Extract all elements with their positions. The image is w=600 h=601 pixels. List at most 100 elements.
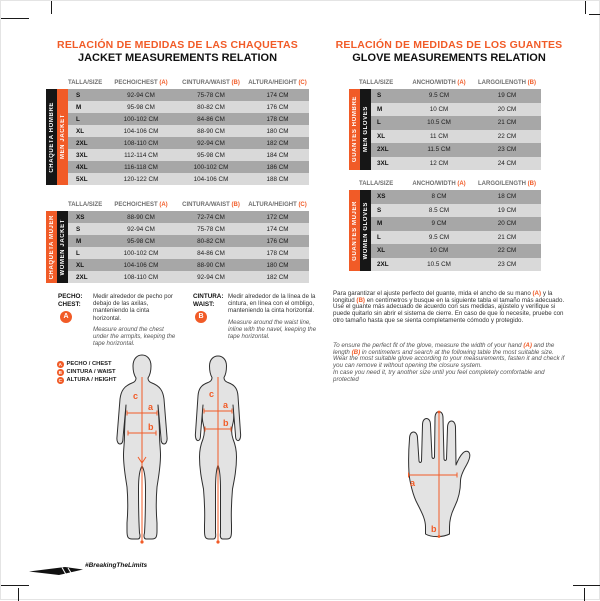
table-row: XS 8 CM 18 CM xyxy=(371,190,541,204)
cell-width: 10 CM xyxy=(429,247,449,255)
cell-length: 24 CM xyxy=(497,159,517,167)
cell-size: 2XL xyxy=(377,146,389,154)
cell-size: S xyxy=(76,225,81,233)
cell-chest: 100-102 CM xyxy=(123,115,159,123)
table-row: 3XL 12 CM 24 CM xyxy=(371,156,541,170)
cell-waist: 80-82 CM xyxy=(197,103,225,111)
male-label-b: b xyxy=(148,422,154,432)
table-row: XL 104-106 CM 88-90 CM 180 CM xyxy=(68,125,309,137)
cell-size: 4XL xyxy=(76,163,88,171)
cell-width: 9 CM xyxy=(431,220,447,228)
women-jacket-label-en-strip: WOMEN JACKET xyxy=(57,211,68,283)
cell-length: 20 CM xyxy=(497,105,517,113)
female-label-a: a xyxy=(223,400,229,410)
cell-chest: 112-114 CM xyxy=(124,151,158,159)
glove-section: RELACIÓN DE MEDIDAS DE LOS GUANTES GLOVE… xyxy=(333,39,565,271)
crop-mark xyxy=(1,585,29,586)
table-header-row: TALLA/SIZE ANCHO/WIDTH (A) LARGO/LENGTH … xyxy=(359,76,541,89)
table-row: L 10.5 CM 21 CM xyxy=(371,116,541,130)
table-row: L 100-102 CM 84-86 CM 178 CM xyxy=(68,113,309,125)
cell-size: 2XL xyxy=(377,260,389,268)
cell-chest: 108-110 CM xyxy=(123,273,159,281)
cell-width: 11.5 CM xyxy=(427,146,451,154)
table-row: 2XL 10.5 CM 23 CM xyxy=(371,257,541,271)
cell-size: L xyxy=(76,249,80,257)
cell-height: 178 CM xyxy=(266,115,289,123)
male-body-diagram: c a b xyxy=(107,353,177,554)
chest-note-label: PECHO: CHEST: A xyxy=(58,293,88,347)
cell-height: 176 CM xyxy=(266,237,289,245)
female-label-c: c xyxy=(209,389,214,399)
cell-waist: 80-82 CM xyxy=(197,237,225,245)
cell-height: 180 CM xyxy=(266,261,289,269)
male-label-c: c xyxy=(133,391,138,401)
cell-waist: 88-90 CM xyxy=(197,261,225,269)
cell-size: XL xyxy=(76,261,85,269)
men-jacket-table: TALLA/SIZE PECHO/CHEST (A) CINTURA/WAIST… xyxy=(46,76,309,185)
cell-waist: 72-74 CM xyxy=(197,213,225,221)
women-gloves-table: TALLA/SIZE ANCHO/WIDTH (A) LARGO/LENGTH … xyxy=(349,177,541,271)
legend-row: B CINTURA / WAIST xyxy=(57,369,116,376)
female-body-diagram: c a b xyxy=(185,353,251,554)
cell-height: 186 CM xyxy=(266,163,289,171)
cell-chest: 116-118 CM xyxy=(124,163,158,171)
jacket-title-en: JACKET MEASUREMENTS RELATION xyxy=(77,52,278,64)
cell-waist: 100-102 CM xyxy=(193,163,229,171)
cell-height: 182 CM xyxy=(266,273,289,281)
cell-size: XS xyxy=(377,193,386,201)
marker-b-badge: B xyxy=(195,311,207,324)
cell-size: L xyxy=(76,115,80,123)
table-header-row: TALLA/SIZE PECHO/CHEST (A) CINTURA/WAIST… xyxy=(68,76,309,89)
legend-c-badge: C xyxy=(57,377,64,384)
waist-note-text: Medir alrededor de la línea de la cintur… xyxy=(228,293,317,340)
glove-title-es: RELACIÓN DE MEDIDAS DE LOS GUANTES xyxy=(335,39,563,51)
women-gloves-label-en-strip: WOMEN GLOVES xyxy=(360,190,371,271)
cell-waist: 92-94 CM xyxy=(197,139,225,147)
legend-row: C ALTURA / HEIGHT xyxy=(57,377,117,384)
chest-note: PECHO: CHEST: A Medir alrededor de pecho… xyxy=(58,293,179,347)
table-row: XL 104-106 CM 88-90 CM 180 CM xyxy=(68,259,309,271)
cell-waist: 84-86 CM xyxy=(197,115,225,123)
table-row: M 95-98 CM 80-82 CM 176 CM xyxy=(68,101,309,113)
table-header-row: TALLA/SIZE ANCHO/WIDTH (A) LARGO/LENGTH … xyxy=(359,177,541,190)
table-row: 3XL 112-114 CM 95-98 CM 184 CM xyxy=(68,149,309,161)
women-gloves-rows: XS 8 CM 18 CM S 8.5 CM 19 CM M xyxy=(371,190,541,271)
table-row: L 9.5 CM 21 CM xyxy=(371,230,541,244)
cell-height: 182 CM xyxy=(266,139,289,147)
cell-length: 22 CM xyxy=(497,132,517,140)
cell-size: 3XL xyxy=(76,151,88,159)
cell-width: 8.5 CM xyxy=(428,206,450,214)
men-jacket-rows: S 92-94 CM 75-78 CM 174 CM M 95-98 CM 80… xyxy=(68,89,309,185)
header-waist: CINTURA/WAIST (B) xyxy=(182,201,240,208)
male-label-a: a xyxy=(148,402,154,412)
cell-width: 9.5 CM xyxy=(428,92,450,100)
men-gloves-label-es-strip: GUANTES HOMBRE xyxy=(349,89,360,170)
cell-waist: 104-106 CM xyxy=(193,175,229,183)
table-row: S 9.5 CM 19 CM xyxy=(371,89,541,103)
glove-title-en: GLOVE MEASUREMENTS RELATION xyxy=(352,52,546,64)
header-width: ANCHO/WIDTH (A) xyxy=(412,79,466,86)
women-jacket-table: TALLA/SIZE PECHO/CHEST (A) CINTURA/WAIST… xyxy=(46,198,309,283)
cell-size: M xyxy=(377,220,383,228)
cell-chest: 104-106 CM xyxy=(123,127,159,135)
cell-height: 174 CM xyxy=(266,225,289,233)
jacket-section: RELACIÓN DE MEDIDAS DE LAS CHAQUETAS JAC… xyxy=(46,39,309,283)
cell-width: 10.5 CM xyxy=(427,260,451,268)
cell-chest: 92-94 CM xyxy=(127,91,155,99)
crop-mark xyxy=(585,1,586,14)
men-jacket-label-es-strip: CHAQUETA HOMBRE xyxy=(46,89,57,185)
cell-length: 23 CM xyxy=(497,146,517,154)
women-gloves-label-es-strip: GUANTES MUJER xyxy=(349,190,360,271)
cell-length: 21 CM xyxy=(497,119,517,127)
cell-length: 19 CM xyxy=(497,206,517,214)
chest-note-text: Medir alrededor de pecho por debajo de l… xyxy=(93,293,176,348)
measure-legend: A PECHO / CHEST B CINTURA / WAIST C ALTU… xyxy=(57,361,116,385)
cell-height: 188 CM xyxy=(266,175,289,183)
cell-length: 21 CM xyxy=(497,233,517,241)
men-gloves-label-en-strip: MEN GLOVES xyxy=(360,89,371,170)
header-length: LARGO/LENGTH (B) xyxy=(477,180,536,187)
men-gloves-rows: S 9.5 CM 19 CM M 10 CM 20 CM L xyxy=(371,89,541,170)
cell-height: 180 CM xyxy=(266,127,289,135)
cell-height: 178 CM xyxy=(266,249,289,257)
